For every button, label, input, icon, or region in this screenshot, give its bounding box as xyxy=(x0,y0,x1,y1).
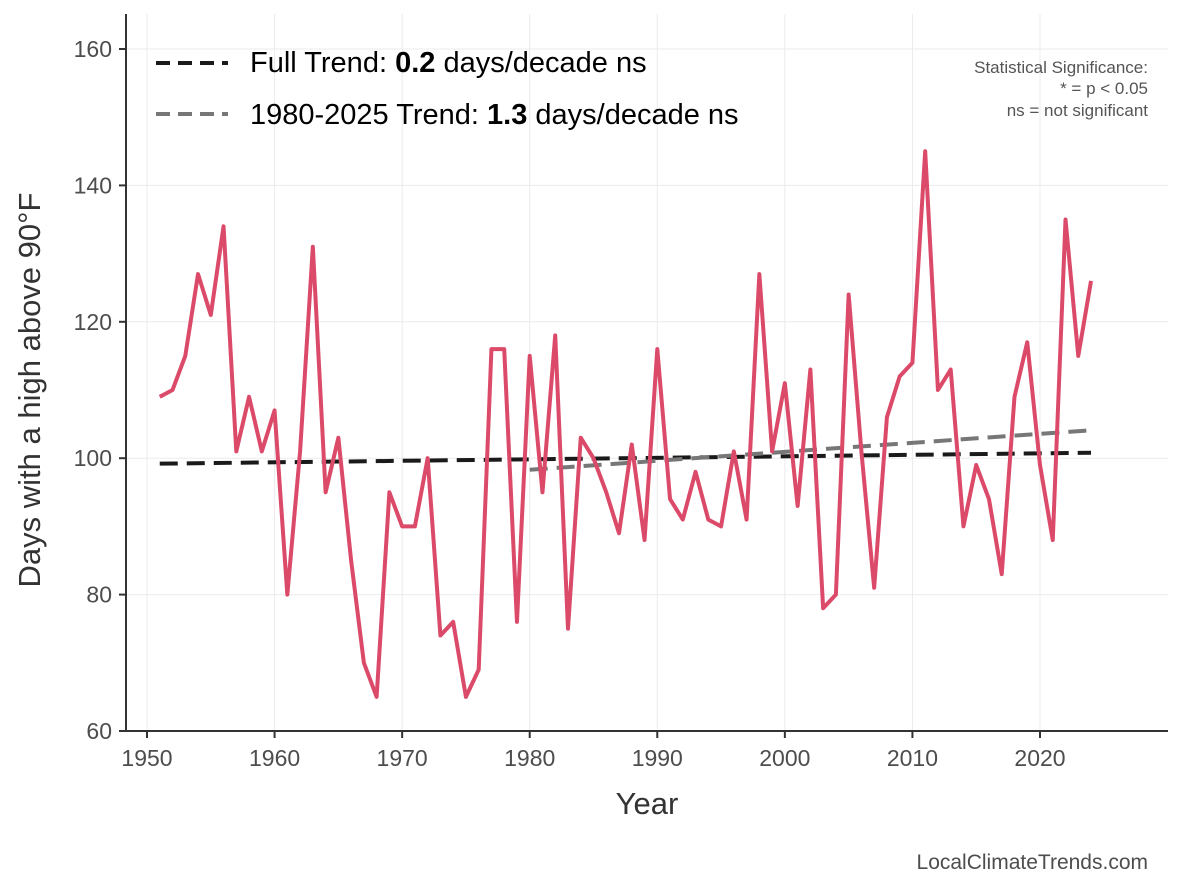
trend-line-1980-2025 xyxy=(529,428,1092,472)
x-tick-label: 2020 xyxy=(1014,745,1065,771)
y-tick-label: 80 xyxy=(86,582,112,608)
significance-note-ns: ns = not significant xyxy=(1007,101,1149,120)
x-tick-label: 2000 xyxy=(759,745,810,771)
trend-line-full xyxy=(159,450,1092,466)
series-line xyxy=(158,149,1094,699)
legend: Full Trend: 0.2 days/decade ns 1980-2025… xyxy=(156,47,739,131)
significance-note-p: * = p < 0.05 xyxy=(1060,79,1148,98)
legend-label-recent-trend: 1980-2025 Trend: 1.3 days/decade ns xyxy=(250,99,739,131)
x-axis-title: Year xyxy=(616,786,679,821)
y-axis-title: Days with a high above 90°F xyxy=(12,193,47,588)
significance-note-title: Statistical Significance: xyxy=(974,58,1148,77)
y-tick-label: 100 xyxy=(74,445,112,471)
series xyxy=(158,149,1094,699)
x-tick-label: 1980 xyxy=(504,745,555,771)
x-tick-label: 1950 xyxy=(121,745,172,771)
x-tick-label: 1990 xyxy=(632,745,683,771)
x-tick-label: 2010 xyxy=(887,745,938,771)
y-tick-label: 160 xyxy=(74,36,112,62)
x-tick-label: 1960 xyxy=(249,745,300,771)
trend-lines xyxy=(159,428,1092,472)
y-tick-label: 120 xyxy=(74,309,112,335)
ticks: 1950 1960 1970 1980 1990 2000 2010 2020 60 80 100 1… xyxy=(74,36,1066,771)
y-tick-label: 60 xyxy=(86,718,112,744)
legend-label-full-trend: Full Trend: 0.2 days/decade ns xyxy=(250,47,647,79)
y-tick-label: 140 xyxy=(74,172,112,198)
credit-text: LocalClimateTrends.com xyxy=(917,851,1148,874)
x-tick-label: 1970 xyxy=(377,745,428,771)
